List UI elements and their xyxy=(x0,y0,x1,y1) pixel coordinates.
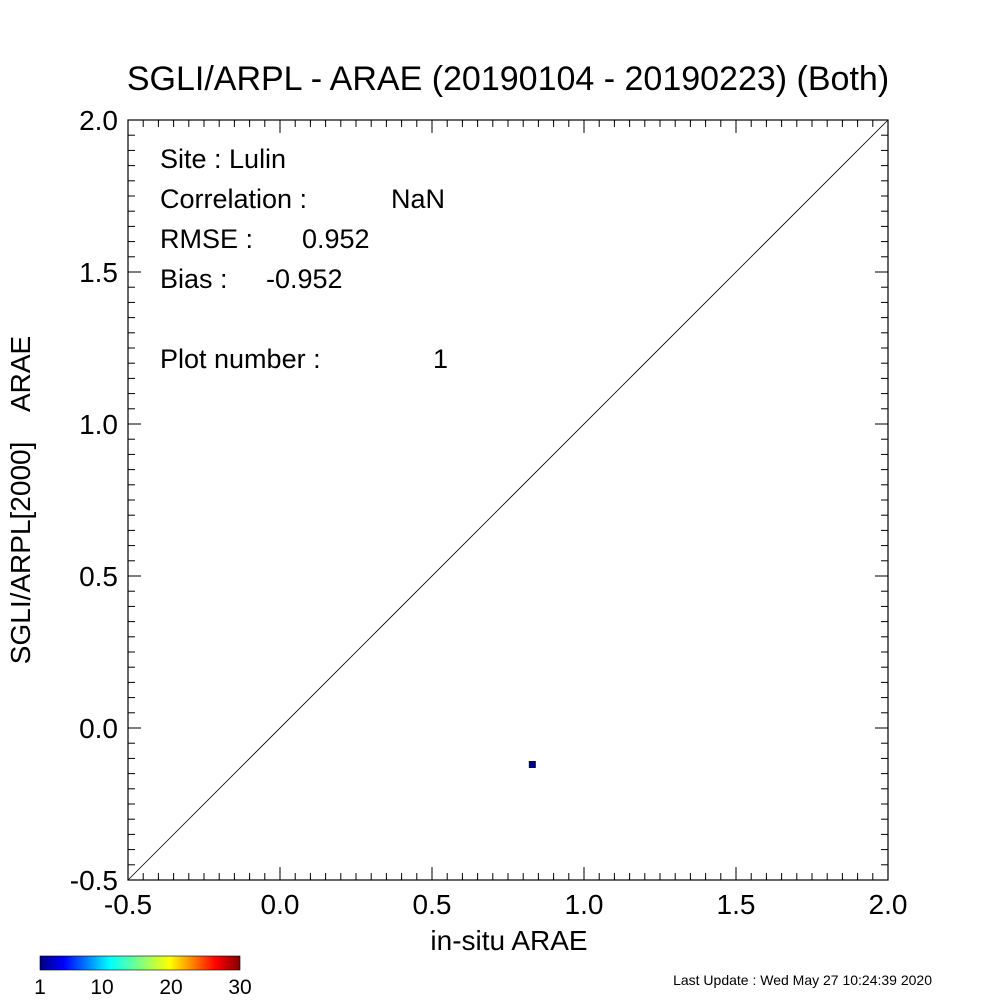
x-tick-label: 0.0 xyxy=(261,889,300,920)
colorbar-gradient xyxy=(39,955,241,971)
y-tick-label: -0.5 xyxy=(70,865,118,896)
x-tick-label: 1.5 xyxy=(717,889,756,920)
y-tick-label: 1.0 xyxy=(79,409,118,440)
site-text: Site : Lulin xyxy=(160,144,286,174)
plot-frame xyxy=(127,119,889,881)
x-tick-label: 2.0 xyxy=(869,889,908,920)
rmse-value: 0.952 xyxy=(302,224,370,254)
stats-box: Site : Lulin Correlation : NaN RMSE : 0.… xyxy=(160,144,448,374)
colorbar-tick-label: 30 xyxy=(228,976,251,999)
one-to-one-line xyxy=(127,119,889,881)
axis-tick-labels: -0.5 0.0 0.5 1.0 1.5 2.0 -0.5 0.0 0.5 1.0 1.5 2.0 xyxy=(70,105,908,920)
y-tick-label: 0.5 xyxy=(79,561,118,592)
plot-number-value: 1 xyxy=(433,344,448,374)
data-points xyxy=(528,760,536,768)
colorbar-tick-label: 1 xyxy=(34,976,46,999)
bias-value: -0.952 xyxy=(266,264,343,294)
rmse-label: RMSE : xyxy=(160,224,253,254)
x-axis-label: in-situ ARAE xyxy=(430,925,587,956)
site-value: Lulin xyxy=(229,144,286,174)
y-tick-label: 0.0 xyxy=(79,713,118,744)
x-tick-label: 1.0 xyxy=(565,889,604,920)
axis-ticks xyxy=(127,119,889,881)
correlation-value: NaN xyxy=(391,184,445,214)
last-update-text: Last Update : Wed May 27 10:24:39 2020 xyxy=(673,972,932,988)
colorbar-tick-label: 10 xyxy=(90,976,113,999)
colorbar: 1 10 20 30 xyxy=(34,955,252,999)
colorbar-tick-label: 20 xyxy=(159,976,182,999)
chart-title: SGLI/ARPL - ARAE (20190104 - 20190223) (… xyxy=(127,60,889,98)
site-label: Site : xyxy=(160,144,229,174)
y-axis-label: SGLI/ARPL[2000] ARAE xyxy=(5,336,36,664)
data-point xyxy=(528,760,536,768)
bias-label: Bias : xyxy=(160,264,228,294)
plot-number-label: Plot number : xyxy=(160,344,321,374)
x-tick-label: -0.5 xyxy=(104,889,152,920)
y-tick-label: 2.0 xyxy=(79,105,118,136)
x-tick-label: 0.5 xyxy=(413,889,452,920)
y-tick-label: 1.5 xyxy=(79,257,118,288)
colorbar-tick-labels: 1 10 20 30 xyxy=(34,976,252,999)
correlation-label: Correlation : xyxy=(160,184,307,214)
